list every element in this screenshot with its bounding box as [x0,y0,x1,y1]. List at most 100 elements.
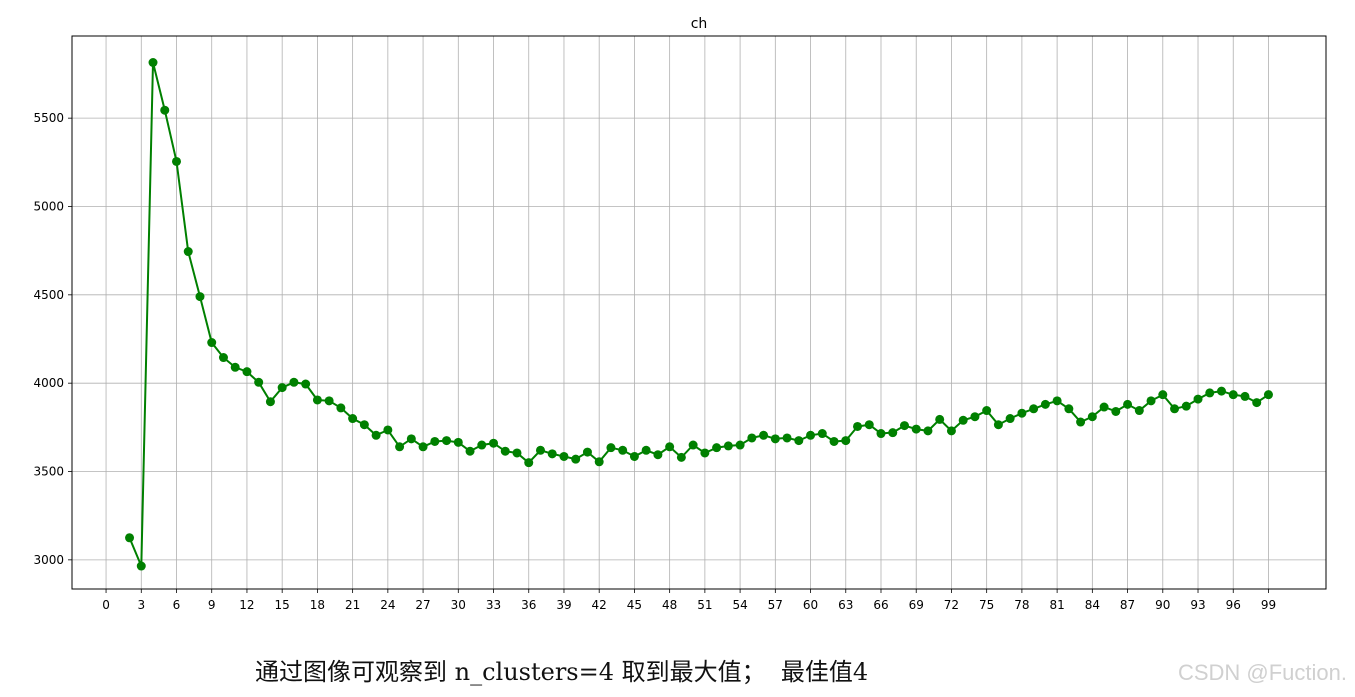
data-point [371,430,381,440]
data-point [970,412,980,422]
x-tick-label: 3 [137,598,145,612]
data-point [888,428,898,438]
x-tick-label: 54 [732,598,747,612]
data-point [641,445,651,455]
data-point [301,379,311,389]
x-tick-label: 66 [873,598,888,612]
data-point [853,421,863,431]
y-tick-label: 3000 [33,553,64,567]
data-point [876,429,886,439]
data-point [230,362,240,372]
data-point [1040,399,1050,409]
y-tick-label: 4500 [33,288,64,302]
x-tick-label: 15 [275,598,290,612]
x-tick-label: 99 [1261,598,1276,612]
caption-text: 通过图像可观察到 n_clusters=4 取到最大值； 最佳值4 [255,658,869,686]
data-point [500,446,510,456]
data-point [348,414,358,424]
data-point [594,457,604,467]
x-tick-label: 69 [909,598,924,612]
data-point [782,433,792,443]
series-line [128,62,1270,567]
x-tick-label: 90 [1155,598,1170,612]
data-point [993,420,1003,430]
x-tick-label: 18 [310,598,325,612]
data-point [183,247,193,257]
data-point [735,440,745,450]
x-tick-label: 24 [380,598,395,612]
data-point [1111,406,1121,416]
data-point [207,338,217,348]
data-point [1170,404,1180,414]
data-point [806,430,816,440]
x-tick-label: 75 [979,598,994,612]
grid-lines [72,36,1326,589]
data-point [606,443,616,453]
data-point [1158,390,1168,400]
data-point [759,430,769,440]
data-point [1217,386,1226,396]
y-tick-label: 4000 [33,376,64,390]
chart-title: ch [691,16,708,32]
data-point [712,443,722,453]
data-point [430,436,440,446]
data-point [359,420,369,430]
data-point [958,415,968,425]
x-tick-label: 78 [1014,598,1029,612]
data-point [1005,414,1015,424]
x-tick-label: 96 [1226,598,1241,612]
data-point [312,395,322,405]
data-point [195,292,205,302]
data-point [254,377,264,387]
data-point [418,442,428,452]
x-tick-label: 93 [1190,598,1205,612]
x-tick-label: 48 [662,598,677,612]
data-point [794,436,804,446]
data-point [899,421,909,431]
data-point [406,434,416,444]
data-point [676,452,686,462]
data-point [148,58,158,68]
data-point [125,533,135,543]
x-tick-label: 12 [239,598,254,612]
data-point [524,458,534,468]
x-tick-label: 84 [1085,598,1100,612]
data-point [265,397,275,407]
data-point [864,420,874,430]
data-point [770,434,780,444]
x-tick-label: 6 [173,598,181,612]
data-point [453,437,463,447]
x-tick-label: 21 [345,598,360,612]
data-point [582,447,592,457]
data-point [383,425,393,435]
y-axis-ticks: 3000 3500 4000 4500 5000 5500 [33,111,72,567]
data-point [618,445,628,455]
data-point [923,426,933,436]
data-point [571,454,581,464]
data-point [1263,390,1273,400]
data-point [1087,412,1097,422]
x-tick-label: 51 [697,598,712,612]
data-point [653,450,663,460]
x-tick-label: 42 [592,598,607,612]
x-tick-label: 0 [102,598,110,612]
data-point [172,156,181,166]
data-point [218,353,228,363]
x-tick-label: 30 [451,598,466,612]
data-point [1076,417,1086,427]
data-point [442,436,452,446]
data-point [1205,388,1215,398]
data-point [277,383,287,393]
data-point [946,426,956,436]
data-point [136,561,146,571]
data-point [289,377,299,387]
data-point [336,403,346,413]
x-tick-label: 39 [556,598,571,612]
data-point [1123,399,1133,409]
x-axis-ticks: 0 3 6 9 12 15 18 21 24 27 30 33 36 39 42 45 48 51 54 57 60 63… [102,589,1276,612]
data-point [665,442,675,452]
data-point [1064,404,1074,414]
plot-frame [71,35,1327,590]
y-tick-label: 5500 [33,111,64,125]
